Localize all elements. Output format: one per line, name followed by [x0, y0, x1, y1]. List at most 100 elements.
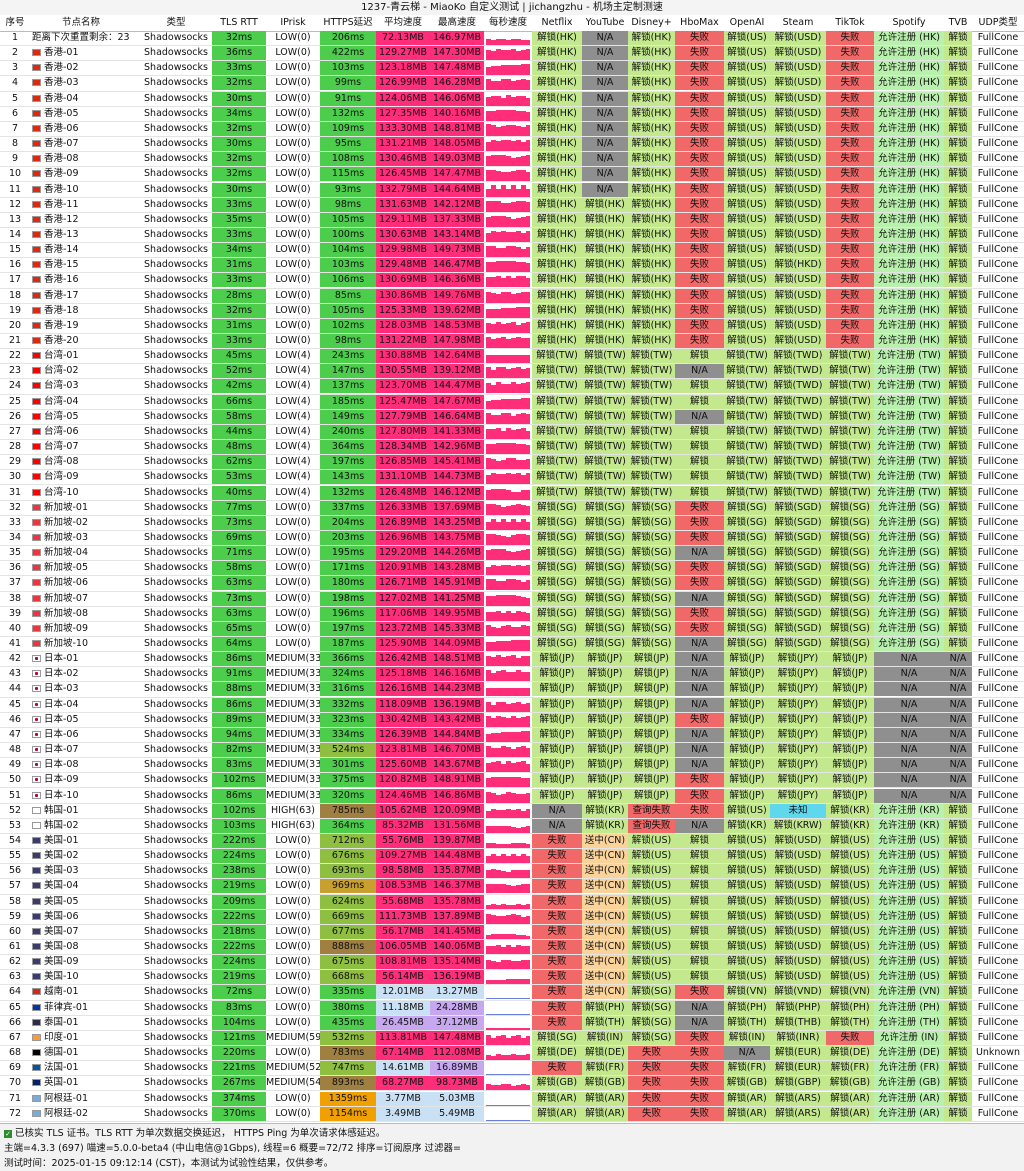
netflix-status: 解锁(GB)	[532, 1076, 582, 1091]
speed-bar	[496, 39, 501, 45]
youtube-status: 解锁(FR)	[582, 1061, 628, 1076]
youtube-status: 解锁(KR)	[582, 818, 628, 833]
speed-bar	[501, 291, 506, 303]
steam-status: 解锁(TWD)	[770, 394, 826, 409]
speed-bar	[486, 1034, 491, 1045]
node-name-text: 新加坡-10	[44, 638, 89, 649]
speed-bar	[526, 1085, 530, 1091]
node-type: Shadowsocks	[144, 486, 208, 498]
speed-bar	[496, 321, 501, 333]
tvb-status: 解锁	[944, 849, 972, 864]
udp-type: FullCone	[977, 395, 1019, 407]
node-type: Shadowsocks	[144, 910, 208, 922]
hbomax-status: 解锁	[675, 970, 724, 985]
speed-bar	[491, 946, 496, 954]
speed-bar	[506, 747, 511, 758]
node-name: 新加坡-03	[30, 531, 132, 545]
speed-bar	[526, 1054, 530, 1061]
speed-bar	[506, 703, 511, 712]
speed-bar	[506, 579, 511, 591]
netflix-status: 解锁(JP)	[532, 682, 582, 697]
disney-status: 解锁(SG)	[628, 1000, 675, 1015]
spotify-status: 允许注册 (HK)	[874, 152, 944, 167]
openai-status: 解锁(JP)	[724, 667, 770, 682]
speed-bar	[516, 1013, 521, 1015]
speed-bar	[521, 216, 526, 227]
per-second-speed-chart	[486, 926, 530, 939]
row-index: 37	[8, 577, 22, 589]
speed-bar	[491, 980, 496, 985]
speed-bar	[501, 657, 506, 667]
speed-bar	[506, 624, 511, 636]
youtube-status: 送中(CN)	[582, 849, 628, 864]
tiktok-status: 解锁(KR)	[826, 803, 874, 818]
udp-type: FullCone	[977, 531, 1019, 543]
iprisk: LOW(0)	[275, 304, 311, 316]
steam-status: 解锁(SGD)	[770, 515, 826, 530]
speed-bar	[496, 355, 501, 364]
speed-bar	[496, 367, 501, 379]
speed-bar	[501, 843, 506, 848]
node-name-text: 日本-10	[44, 789, 79, 801]
speed-bar	[496, 81, 501, 91]
max-speed: 146.37MB	[430, 879, 484, 894]
per-second-speed-chart	[486, 62, 530, 76]
steam-status: 解锁(TWD)	[770, 409, 826, 424]
node-name: 日本-02	[30, 667, 132, 681]
tiktok-status: 失败	[826, 212, 874, 227]
spotify-status: 允许注册 (US)	[874, 879, 944, 894]
speed-bar	[516, 460, 521, 470]
speed-bar	[516, 856, 521, 864]
speed-bar	[486, 262, 491, 273]
speed-bar	[511, 443, 516, 455]
netflix-status: 解锁(TW)	[532, 455, 582, 470]
per-second-speed-chart	[486, 335, 530, 348]
udp-type: FullCone	[977, 32, 1019, 43]
steam-status: 解锁(JPY)	[770, 773, 826, 788]
node-type: Shadowsocks	[144, 925, 208, 937]
hbomax-status: 解锁	[675, 424, 724, 439]
speed-bar	[516, 640, 521, 651]
speed-bar	[486, 567, 491, 576]
speed-bar	[521, 184, 526, 197]
node-name: 新加坡-01	[30, 501, 132, 515]
speed-bar	[511, 826, 516, 833]
steam-status: 解锁(USD)	[770, 197, 826, 212]
https-delay: 1154ms	[320, 1106, 376, 1121]
openai-status: 解锁(US)	[724, 121, 770, 136]
speed-bar	[496, 95, 501, 106]
netflix-status: 解锁(SG)	[532, 637, 582, 651]
max-speed: 144.48MB	[430, 849, 484, 864]
speed-bar	[506, 505, 511, 515]
iprisk: MEDIUM(33)	[266, 774, 320, 786]
speed-bar	[521, 842, 526, 848]
netflix-status: 解锁(HK)	[532, 167, 582, 182]
speed-bar	[506, 885, 511, 894]
node-type: Shadowsocks	[144, 501, 208, 513]
speed-bar	[516, 262, 521, 273]
speed-bar	[521, 306, 526, 318]
tls-rtt: 30ms	[212, 91, 266, 106]
speed-bar	[491, 869, 496, 879]
youtube-status: 解锁(SG)	[582, 621, 628, 636]
speed-bar	[491, 825, 496, 833]
speed-bar	[516, 276, 521, 288]
table-row: 53 韩国-02 Shadowsocks 103ms HIGH(63) 364ms 85.3…	[0, 818, 1024, 834]
speed-bar	[526, 473, 530, 485]
node-name-text: 台湾-10	[44, 486, 79, 498]
netflix-status: 解锁(SG)	[532, 561, 582, 576]
spotify-status: 允许注册 (SG)	[874, 591, 944, 606]
speed-bar	[521, 596, 526, 606]
speed-bar	[491, 308, 496, 318]
youtube-status: 解锁(HK)	[582, 303, 628, 318]
per-second-speed-chart	[486, 759, 530, 773]
speed-bar	[501, 140, 506, 152]
row-index: 49	[8, 759, 22, 771]
speed-bar	[521, 640, 526, 651]
avg-speed: 111.73MB	[376, 909, 430, 924]
per-second-speed-chart	[486, 608, 530, 621]
disney-status: 解锁(SG)	[628, 591, 675, 606]
https-delay: 893ms	[320, 1076, 376, 1091]
speed-bar	[501, 412, 506, 424]
tvb-status: 解锁	[944, 879, 972, 894]
